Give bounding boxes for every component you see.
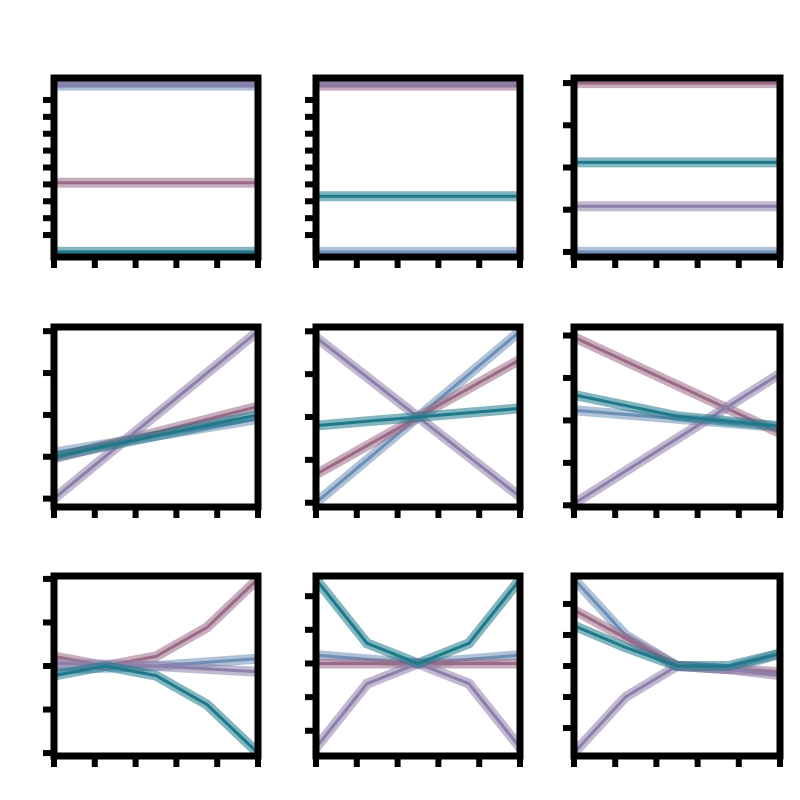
- series-band-3: [316, 576, 520, 669]
- subplot-r1c0: [43, 323, 262, 518]
- axes-frame: [312, 323, 524, 511]
- series-line-3: [574, 393, 780, 428]
- series-group: [316, 327, 520, 507]
- subplot-r2c0: [43, 572, 262, 767]
- axes-frame: [570, 572, 784, 760]
- axes-frame: [50, 323, 262, 511]
- series-group: [316, 78, 520, 257]
- series-line-2: [54, 661, 258, 674]
- subplot-r1c1: [305, 323, 524, 518]
- series-band-2: [574, 660, 780, 756]
- series-band-2: [316, 658, 520, 751]
- series-line-3: [574, 624, 780, 668]
- series-group: [574, 332, 780, 507]
- series-group: [316, 576, 520, 751]
- series-group: [574, 78, 780, 257]
- subplot-r2c2: [563, 572, 784, 767]
- series-group: [574, 576, 780, 756]
- axes-frame: [570, 74, 784, 261]
- axes-frame: [50, 572, 262, 760]
- series-group: [54, 78, 258, 257]
- series-line-3: [316, 578, 520, 666]
- subplot-r0c0: [43, 74, 262, 268]
- series-band-3: [54, 660, 258, 756]
- axes-frame: [312, 572, 524, 760]
- series-line-2: [54, 330, 258, 500]
- axes-frame: [312, 74, 524, 261]
- series-line-3: [316, 406, 520, 428]
- subplot-r0c1: [305, 74, 524, 268]
- series-group: [54, 327, 258, 503]
- axes-frame: [570, 323, 784, 511]
- series-band-1: [54, 576, 258, 672]
- subplot-r1c2: [563, 323, 784, 518]
- series-line-1: [574, 335, 780, 435]
- subplot-r2c1: [305, 572, 524, 767]
- axes-frame: [50, 74, 262, 261]
- series-line-3: [54, 413, 258, 459]
- series-line-3: [54, 664, 258, 755]
- series-line-2: [574, 664, 780, 754]
- subplot-r0c2: [563, 74, 784, 268]
- series-group: [54, 576, 258, 756]
- series-line-2: [574, 372, 780, 505]
